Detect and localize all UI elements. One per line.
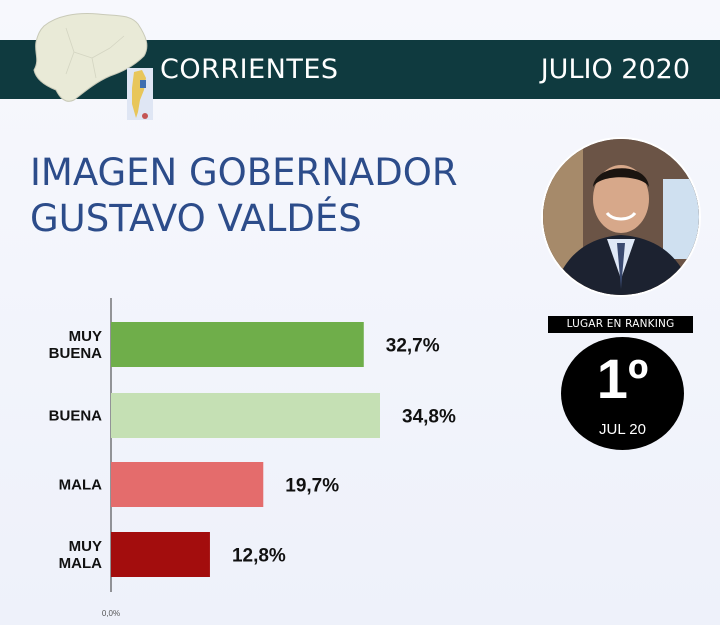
ranking-period: JUL 20 (599, 421, 646, 438)
category-label-2: MALA (59, 477, 102, 494)
category-label-1: BUENA (49, 408, 103, 425)
value-label-3: 12,8% (232, 546, 286, 567)
bar-1 (111, 393, 380, 438)
page-title: IMAGEN GOBERNADOR GUSTAVO VALDÉS (30, 150, 458, 242)
portrait-image (543, 139, 699, 295)
value-label-0: 32,7% (386, 336, 440, 357)
category-label-0: MUY (69, 328, 102, 345)
region-label: CORRIENTES (160, 54, 339, 85)
ranking-label: LUGAR EN RANKING (548, 316, 693, 333)
category-label-3: MUY (69, 538, 102, 555)
bar-3 (111, 532, 210, 577)
value-label-1: 34,8% (402, 407, 456, 428)
category-label-3: MALA (59, 555, 102, 572)
argentina-locator-icon (127, 68, 153, 120)
ranking-position: 1º (596, 347, 649, 410)
date-label: JULIO 2020 (540, 54, 690, 85)
value-label-2: 19,7% (285, 476, 339, 497)
bar-2 (111, 462, 264, 507)
province-map-icon (33, 13, 153, 120)
bar-0 (111, 322, 364, 367)
title-line-1: IMAGEN GOBERNADOR (30, 151, 458, 194)
category-label-0: BUENA (49, 345, 103, 362)
title-line-2: GUSTAVO VALDÉS (30, 197, 362, 240)
x-axis-tick-label: 0,0% (102, 609, 120, 618)
ranking-badge: 1º JUL 20 (561, 337, 684, 450)
governor-photo (543, 139, 699, 295)
